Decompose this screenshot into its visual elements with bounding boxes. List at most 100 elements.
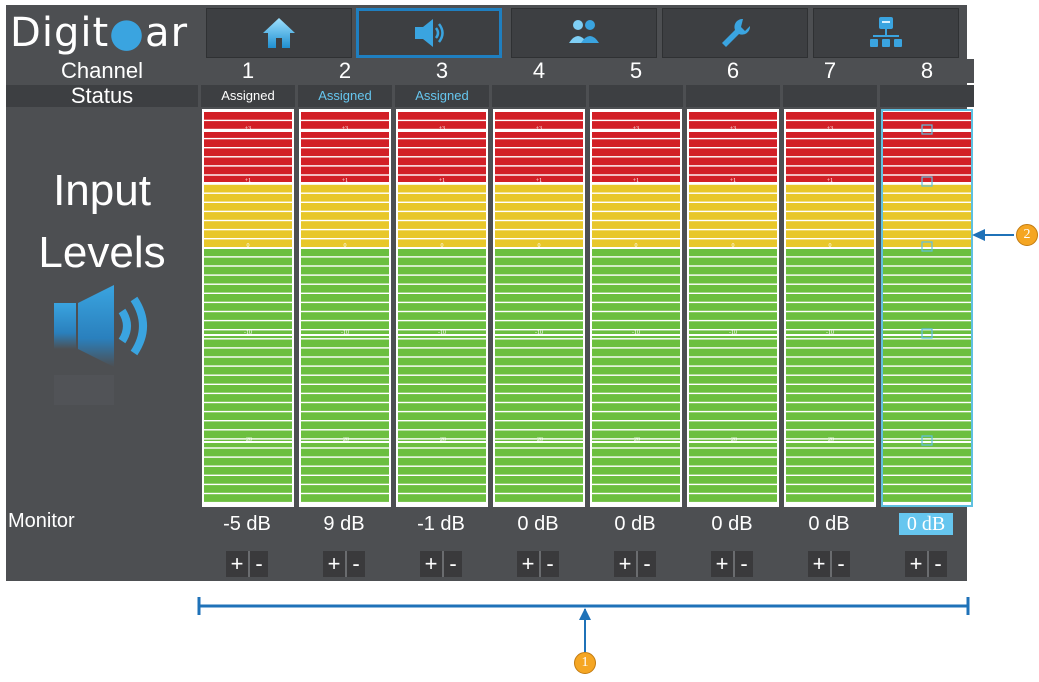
monitor-plus-button[interactable]: +	[517, 551, 539, 577]
monitor-minus-button[interactable]: -	[929, 551, 947, 577]
monitor-minus-button[interactable]: -	[638, 551, 656, 577]
meter-segment	[398, 439, 486, 448]
channel-5-status[interactable]	[589, 85, 683, 107]
channel-8-status[interactable]	[880, 85, 974, 107]
meter-segment	[883, 139, 971, 147]
meter-reference-line	[204, 247, 292, 249]
nav-network-button[interactable]	[813, 8, 959, 58]
monitor-minus-button[interactable]: -	[444, 551, 462, 577]
meter-segment	[786, 257, 874, 266]
channel-4-monitor-stepper[interactable]: + -	[517, 551, 559, 577]
meter-mark-label: +1	[536, 178, 542, 184]
monitor-plus-button[interactable]: +	[711, 551, 733, 577]
channel-7-level-meter[interactable]: +3 +1 0 -10 -20	[784, 109, 876, 507]
meter-segment	[592, 366, 680, 375]
meter-segment	[689, 476, 777, 484]
meter-marker-box[interactable]	[921, 241, 933, 252]
channel-8-level-meter[interactable]	[881, 109, 973, 507]
monitor-minus-button[interactable]: -	[250, 551, 268, 577]
meter-segment	[786, 294, 874, 302]
meter-segment	[495, 403, 583, 411]
channel-6-monitor-stepper[interactable]: + -	[711, 551, 753, 577]
meter-segment	[495, 184, 583, 193]
channel-3-status[interactable]: Assigned	[395, 85, 489, 107]
meter-segment	[398, 485, 486, 493]
channel-4-status[interactable]	[492, 85, 586, 107]
meter-reference-line	[786, 130, 874, 132]
nav-wrench-button[interactable]	[662, 8, 808, 58]
meter-marker-box[interactable]	[921, 435, 933, 446]
monitor-minus-button[interactable]: -	[832, 551, 850, 577]
nav-speaker-button[interactable]	[356, 8, 502, 58]
meter-reference-line	[592, 441, 680, 443]
channel-3-monitor-stepper[interactable]: + -	[420, 551, 462, 577]
meter-segment	[883, 230, 971, 238]
meter-reference-line	[495, 334, 583, 336]
channel-2-status[interactable]: Assigned	[298, 85, 392, 107]
nav-home-button[interactable]	[206, 8, 352, 58]
channel-7-status[interactable]	[783, 85, 877, 107]
monitor-minus-button[interactable]: -	[735, 551, 753, 577]
meter-segment	[398, 212, 486, 220]
stepper-divider	[733, 551, 735, 577]
meter-segment	[592, 221, 680, 229]
meter-segment	[398, 448, 486, 457]
meter-segment	[495, 303, 583, 311]
meter-segment	[786, 266, 874, 275]
meter-segment	[301, 385, 389, 393]
meter-segment	[689, 412, 777, 420]
channel-2-level-meter[interactable]: +3 +1 0 -10 -20	[299, 109, 391, 507]
meter-segment	[592, 112, 680, 120]
meter-segment	[592, 284, 680, 293]
meter-reference-line	[883, 441, 971, 443]
channel-4-level-meter[interactable]: +3 +1 0 -10 -20	[493, 109, 585, 507]
meter-mark-label: -10	[244, 330, 252, 336]
meter-segment	[204, 412, 292, 420]
meter-segment	[398, 294, 486, 302]
meter-segment	[495, 412, 583, 420]
channel-7-monitor-stepper[interactable]: + -	[808, 551, 850, 577]
meter-marker-box[interactable]	[921, 328, 933, 339]
monitor-plus-button[interactable]: +	[808, 551, 830, 577]
channel-1-monitor-stepper[interactable]: + -	[226, 551, 268, 577]
monitor-plus-button[interactable]: +	[905, 551, 927, 577]
channel-6-level-meter[interactable]: +3 +1 0 -10 -20	[687, 109, 779, 507]
meter-segment	[495, 175, 583, 184]
channel-1-level-meter[interactable]: +3 +1 0 -10 -20	[202, 109, 294, 507]
monitor-minus-button[interactable]: -	[541, 551, 559, 577]
meter-segment	[495, 157, 583, 166]
nav-users-button[interactable]	[511, 8, 657, 58]
channel-3-level-meter[interactable]: +3 +1 0 -10 -20	[396, 109, 488, 507]
monitor-plus-button[interactable]: +	[323, 551, 345, 577]
meter-segment	[301, 357, 389, 366]
meter-segment	[204, 448, 292, 457]
meter-reference-line	[689, 182, 777, 184]
channel-2-monitor-stepper[interactable]: + -	[323, 551, 365, 577]
meter-segment	[495, 148, 583, 157]
meter-reference-line	[301, 182, 389, 184]
monitor-plus-button[interactable]: +	[614, 551, 636, 577]
channel-6-monitor-value: 0 dB	[711, 513, 753, 535]
meter-marker-box[interactable]	[921, 124, 933, 135]
monitor-plus-button[interactable]: +	[420, 551, 442, 577]
channel-5-monitor-stepper[interactable]: + -	[614, 551, 656, 577]
meter-segment	[398, 421, 486, 430]
meter-reference-line	[495, 130, 583, 132]
meter-mark-label: 0	[344, 243, 347, 249]
meter-reference-line	[883, 182, 971, 184]
meter-segment	[204, 348, 292, 357]
monitor-plus-button[interactable]: +	[226, 551, 248, 577]
meter-segment	[786, 121, 874, 129]
meter-segment	[398, 148, 486, 157]
meter-segment	[301, 275, 389, 284]
channel-6-status[interactable]	[686, 85, 780, 107]
meter-segment	[204, 157, 292, 166]
meter-segment	[398, 121, 486, 129]
meter-segment	[689, 294, 777, 302]
channel-5-level-meter[interactable]: +3 +1 0 -10 -20	[590, 109, 682, 507]
monitor-minus-button[interactable]: -	[347, 551, 365, 577]
channel-8-monitor-stepper[interactable]: + -	[905, 551, 947, 577]
channel-1-status[interactable]: Assigned	[201, 85, 295, 107]
meter-marker-box[interactable]	[921, 176, 933, 187]
meter-segment	[883, 112, 971, 120]
